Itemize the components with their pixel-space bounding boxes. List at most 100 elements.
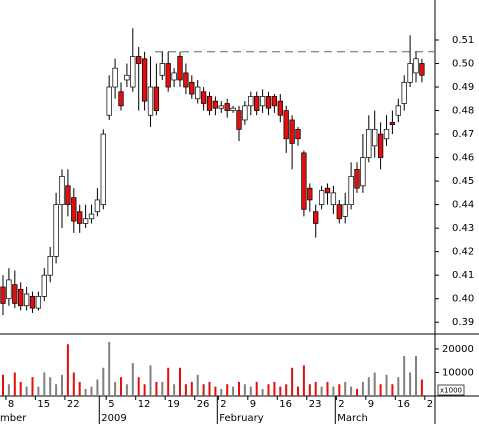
- volume-bar: [297, 386, 299, 396]
- x-tick-label: 12: [138, 399, 151, 410]
- month-label: March: [337, 413, 367, 424]
- candle-body: [383, 129, 390, 140]
- volume-bar: [285, 384, 288, 396]
- y-tick-label: 0.40: [452, 294, 474, 305]
- x-tick-label: 23: [309, 399, 322, 410]
- candle-body: [366, 129, 372, 158]
- candle-body: [283, 110, 289, 140]
- candle-body: [277, 100, 283, 116]
- candle-body: [118, 91, 124, 107]
- volume-bar: [403, 356, 406, 396]
- candle-body: [94, 199, 101, 213]
- candle-body: [77, 211, 83, 224]
- x-tick-label: 26: [197, 399, 210, 410]
- volume-bar: [137, 377, 140, 396]
- volume-bar: [190, 381, 193, 396]
- y-tick-label: 0.39: [452, 317, 474, 328]
- volume-bar: [131, 363, 134, 396]
- volume-bar: [114, 381, 117, 396]
- month-label: mber: [0, 413, 27, 424]
- candle-body: [354, 169, 360, 189]
- volume-bar: [19, 381, 22, 396]
- volume-bar: [255, 381, 258, 396]
- x-tick-label: 2: [427, 399, 433, 410]
- candle-body: [41, 274, 47, 297]
- volume-bar: [43, 372, 46, 396]
- candle-body: [419, 63, 425, 76]
- candle-body: [218, 105, 224, 109]
- volume-bar: [308, 384, 311, 396]
- candle-body: [0, 286, 6, 304]
- candle-body: [106, 86, 112, 116]
- candle-body: [47, 256, 53, 276]
- y-tick-label: 0.48: [452, 106, 474, 117]
- volume-bar: [120, 377, 122, 396]
- candle-body: [307, 187, 313, 201]
- volume-bar: [214, 386, 217, 396]
- volume-bar: [314, 381, 317, 396]
- candle-body: [130, 56, 136, 88]
- y-tick-label: 0.46: [452, 153, 474, 164]
- candle-body: [147, 86, 154, 116]
- candle-body: [389, 121, 396, 126]
- candle-body: [336, 204, 342, 220]
- volume-bar: [102, 367, 105, 396]
- candle-body: [372, 129, 378, 147]
- volume-bar: [49, 377, 52, 396]
- candle-body: [212, 100, 219, 109]
- candle-body: [165, 63, 171, 88]
- volume-bar: [72, 372, 75, 396]
- month-label: February: [219, 413, 263, 424]
- y-tick-label: 0.50: [452, 59, 474, 70]
- x-tick-label: 5: [108, 399, 114, 410]
- candle-body: [313, 211, 319, 224]
- volume-bar: [96, 379, 99, 396]
- x-tick-label: 2: [338, 399, 344, 410]
- volume-bar: [279, 386, 282, 396]
- y-tick-label: 0.41: [452, 270, 474, 281]
- candle-body: [189, 81, 195, 95]
- candle-body: [395, 105, 401, 116]
- volume-bar: [55, 384, 58, 396]
- y-tick-label: 0.42: [452, 247, 474, 258]
- volume-bar: [37, 386, 40, 396]
- volume-bar: [31, 377, 34, 396]
- candle-body: [183, 72, 189, 88]
- volume-bar: [125, 384, 128, 396]
- candle-body: [330, 192, 337, 205]
- volume-bar: [415, 356, 417, 396]
- candle-body: [171, 72, 177, 81]
- candle-body: [265, 96, 272, 109]
- candle-body: [53, 204, 59, 257]
- candle-body: [200, 91, 207, 104]
- volume-bar: [267, 384, 270, 396]
- candle-body: [301, 152, 307, 210]
- volume-bar: [184, 384, 187, 396]
- y-tick-label: 0.47: [452, 129, 474, 140]
- candle-body: [254, 96, 260, 111]
- month-label: 2009: [101, 413, 126, 424]
- volume-bar: [161, 381, 164, 396]
- candle-body: [12, 284, 18, 304]
- candle-body: [401, 81, 407, 104]
- volume-bar: [320, 386, 323, 396]
- candle-body: [35, 296, 42, 309]
- candle-body: [236, 110, 242, 130]
- candle-body: [136, 56, 142, 64]
- volume-bar: [326, 381, 329, 396]
- candle-body: [348, 176, 354, 205]
- candle-body: [195, 86, 201, 100]
- candle-body: [324, 187, 331, 194]
- x-tick-label: 2: [220, 399, 226, 410]
- volume-bar: [249, 386, 252, 396]
- candle-body: [377, 133, 384, 158]
- candle-body: [318, 190, 325, 205]
- volume-bar: [7, 384, 10, 396]
- volume-bar: [196, 374, 199, 396]
- volume-bar: [361, 381, 364, 396]
- volume-bar: [78, 381, 81, 396]
- volume-bar: [344, 381, 347, 396]
- x-tick-label: 22: [67, 399, 80, 410]
- candle-body: [6, 279, 12, 300]
